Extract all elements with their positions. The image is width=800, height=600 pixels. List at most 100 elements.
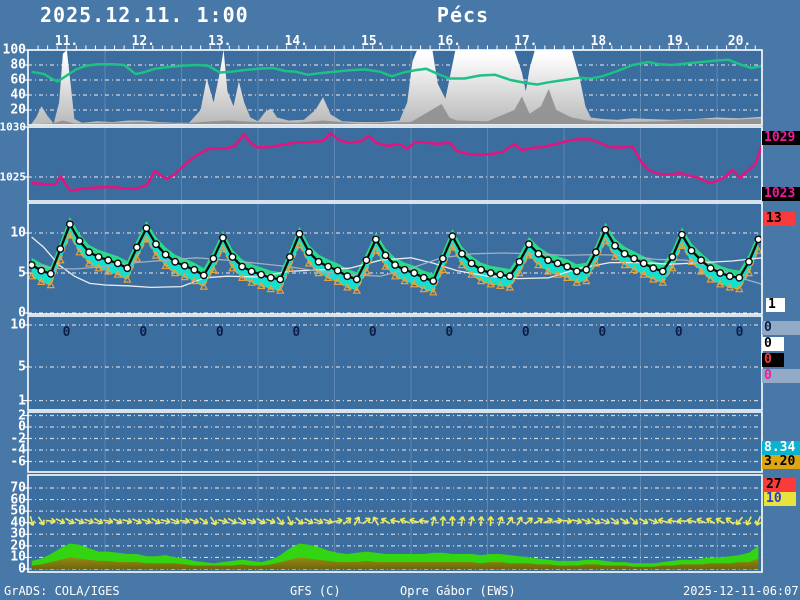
t2m-marker <box>754 235 762 244</box>
right-value-label-3: 1 <box>766 298 785 312</box>
t2m-marker <box>601 225 610 234</box>
t2m-marker <box>400 265 409 274</box>
t2m-marker <box>697 256 705 265</box>
wind-arrow <box>179 517 190 525</box>
tmin-triangle-marker <box>37 277 46 285</box>
wind-arrow <box>686 517 697 525</box>
tmin-triangle-marker <box>534 260 543 269</box>
t2m-marker <box>620 249 629 258</box>
tmin-triangle-marker <box>190 276 199 285</box>
wind-arrow <box>227 517 238 525</box>
tmin-triangle-marker <box>352 285 361 294</box>
tmin-triangle-marker <box>572 277 581 286</box>
t2m-marker <box>496 270 505 279</box>
wind-arrow <box>237 517 247 525</box>
wind-arrow <box>28 515 36 526</box>
tmin-triangle-marker <box>419 284 428 293</box>
tmin-triangle-marker <box>438 265 448 273</box>
tmin-triangle-marker <box>132 253 142 262</box>
t2m-marker <box>132 243 141 252</box>
tmin-triangle-marker <box>543 266 553 275</box>
panel-frame <box>27 202 763 315</box>
y-tick-label: 10 <box>10 225 26 241</box>
precip-daily-total: 0 <box>62 325 71 340</box>
tmin-triangle-marker <box>706 274 715 283</box>
tmin-triangle-marker <box>381 261 390 270</box>
wind-arrow <box>122 517 133 525</box>
y-tick-label: 100 <box>2 42 26 58</box>
t2m-marker <box>352 275 361 284</box>
tmin-triangle-marker <box>486 279 495 288</box>
t2m-marker <box>630 254 638 263</box>
x-day-label: 17. <box>514 34 538 49</box>
y-tick-label: 60 <box>10 492 26 508</box>
right-value-label-4: 0 <box>762 321 800 335</box>
t2m-marker <box>113 259 122 268</box>
footer-engine: GrADS: COLA/IGES <box>4 584 120 598</box>
t2m-marker <box>639 259 648 268</box>
wind-arrow <box>418 517 429 525</box>
precip-daily-total: 0 <box>735 325 744 340</box>
wind-arrow <box>516 516 523 526</box>
tmin-triangle-marker <box>84 258 94 267</box>
tmin-triangle-marker <box>515 268 524 277</box>
tmin-triangle-marker <box>448 242 457 251</box>
t2m-marker <box>228 253 237 261</box>
tmin-triangle-marker <box>28 271 36 280</box>
wind-arrow <box>667 517 678 525</box>
wind-arrow <box>552 517 563 525</box>
tmin-triangle-marker <box>266 284 275 293</box>
tmin-triangle-marker <box>247 277 256 286</box>
tmin-triangle-marker <box>725 282 734 291</box>
tmin-triangle-marker <box>113 269 123 278</box>
t2m-marker <box>46 269 55 278</box>
wind-arrow <box>629 517 639 525</box>
mean-wind-area <box>31 557 759 569</box>
tmin-triangle-marker <box>429 287 438 296</box>
wind-arrow <box>313 518 324 525</box>
t2m-marker <box>467 259 476 268</box>
footer-credit: Opre Gábor (EWS) <box>400 584 516 598</box>
tmin-triangle-marker <box>304 258 314 267</box>
right-value-label-1: 1023 <box>762 187 800 201</box>
panel-frame <box>27 474 763 573</box>
y-tick-label: 40 <box>10 515 26 531</box>
t2m-marker <box>333 266 342 275</box>
tmin-triangle-marker <box>295 240 304 249</box>
panel-frame <box>27 126 763 202</box>
t2m-marker <box>161 250 170 259</box>
wind-arrow <box>246 518 257 525</box>
t2m-marker <box>534 249 543 258</box>
t2m-marker <box>199 271 208 280</box>
wind-arrow <box>160 517 171 525</box>
tmin-triangle-marker <box>56 255 65 264</box>
tmin-triangle-marker <box>467 269 476 278</box>
precip-daily-total: 0 <box>292 325 301 340</box>
temp-band-upper <box>31 217 759 281</box>
wind-arrow <box>141 518 152 525</box>
wind-arrow <box>209 516 217 526</box>
t2m-marker <box>314 257 323 266</box>
wind-arrow <box>409 517 420 525</box>
panel-frame <box>27 49 763 126</box>
panel-precip <box>28 316 762 410</box>
humidity-line <box>31 58 762 86</box>
tmin-triangle-marker <box>103 266 113 275</box>
y-tick-label: -4 <box>10 442 26 458</box>
t2m-marker <box>678 230 686 239</box>
wind-arrow <box>342 517 352 525</box>
panel-clouds <box>28 50 762 125</box>
y-tick-label: 1025 <box>0 170 26 184</box>
t2m-marker <box>85 248 94 257</box>
wind-arrow <box>725 517 735 525</box>
t2m-marker <box>592 248 600 257</box>
wind-arrow <box>591 517 601 525</box>
t2m-marker <box>37 266 46 275</box>
wind-arrow <box>439 516 447 527</box>
right-value-label-2: 13 <box>764 212 795 226</box>
wind-arrow <box>458 515 466 527</box>
wind-arrow <box>543 517 553 524</box>
t2m-marker <box>706 264 715 273</box>
y-tick-label: 50 <box>10 503 26 519</box>
low-cloud-area <box>31 89 762 125</box>
